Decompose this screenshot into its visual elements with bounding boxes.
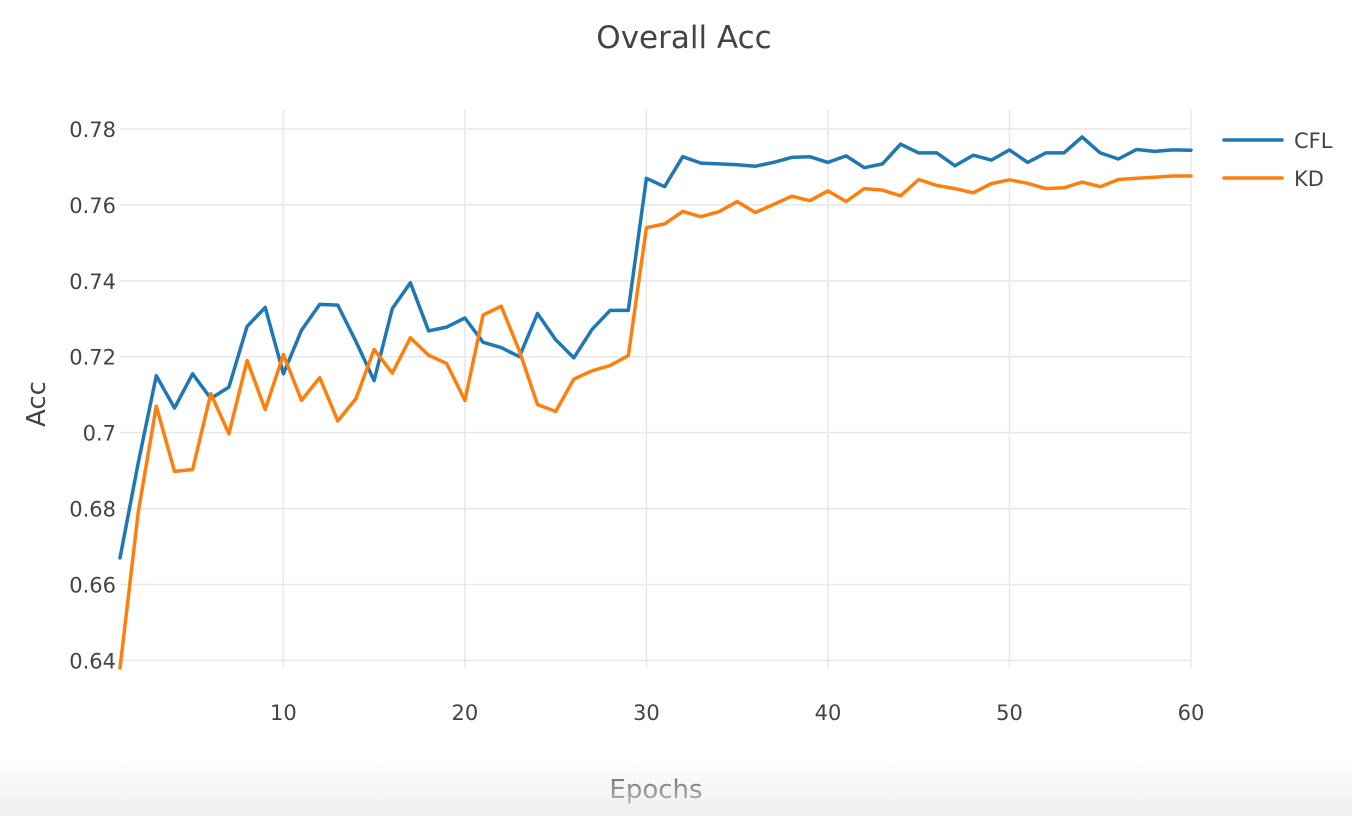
legend-label: KD <box>1294 167 1324 191</box>
legend-item-kd[interactable]: KD <box>1222 167 1324 191</box>
y-tick-label: 0.74 <box>69 270 116 294</box>
legend-item-cfl[interactable]: CFL <box>1222 129 1333 153</box>
y-gridlines <box>120 128 1191 662</box>
x-axis-ticks: 10 20 30 40 50 60 <box>270 701 1204 725</box>
y-tick-label: 0.78 <box>69 118 116 142</box>
y-tick-label: 0.68 <box>69 498 116 522</box>
legend-label: CFL <box>1294 129 1333 153</box>
y-axis-ticks: 0.64 0.66 0.68 0.7 0.72 0.74 0.76 0.78 <box>69 118 116 673</box>
y-tick-label: 0.64 <box>69 649 116 673</box>
series-line-cfl <box>118 135 1193 560</box>
x-gridlines <box>282 110 1192 668</box>
y-tick-label: 0.72 <box>69 346 116 370</box>
series-line-kd <box>118 174 1193 670</box>
x-tick-label: 20 <box>452 701 479 725</box>
y-tick-label: 0.7 <box>83 422 116 446</box>
series-layer <box>118 135 1193 670</box>
y-tick-label: 0.66 <box>69 573 116 597</box>
chart-title: Overall Acc <box>596 20 771 56</box>
y-tick-label: 0.76 <box>69 194 116 218</box>
x-axis-title: Epochs <box>609 775 702 805</box>
x-tick-label: 50 <box>996 701 1023 725</box>
x-tick-label: 40 <box>815 701 842 725</box>
legend[interactable]: CFL KD <box>1222 129 1333 191</box>
x-tick-label: 10 <box>270 701 297 725</box>
y-axis-title: Acc <box>22 381 52 427</box>
x-tick-label: 60 <box>1178 701 1205 725</box>
x-tick-label: 30 <box>633 701 660 725</box>
